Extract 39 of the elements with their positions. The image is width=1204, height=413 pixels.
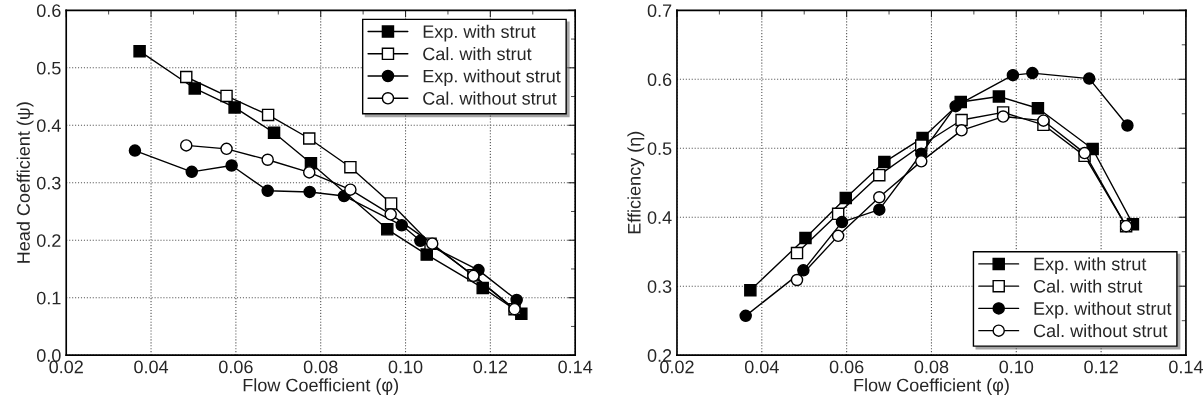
legend-label: Exp. with strut: [423, 24, 536, 42]
x-tick-label: 0.12: [1084, 360, 1118, 374]
x-tick-label: 0.06: [829, 360, 864, 374]
x-tick-label: 0.04: [134, 360, 169, 374]
x-tick-label: 0.12: [473, 360, 508, 374]
x-axis-title: Flow Coefficient (φ): [854, 378, 1009, 396]
legend-label: Cal. without strut: [1033, 323, 1168, 338]
legend-label: Exp. without strut: [1034, 301, 1172, 319]
y-tick-label: 0.4: [647, 211, 672, 224]
legend-label: Exp. without strut: [423, 69, 561, 87]
x-tick-label: 0.04: [744, 360, 779, 374]
legend-label: Cal. with strut: [1033, 279, 1143, 293]
x-tick-label: 0.02: [49, 360, 83, 374]
x-tick-label: 0.08: [303, 360, 338, 374]
y-tick-label: 0.5: [36, 61, 61, 75]
y-axis-title: Efficiency (η): [627, 131, 645, 234]
y-tick-label: 0.6: [36, 4, 61, 18]
y-axis-title: Head Coefficient (ψ): [16, 102, 34, 263]
y-tick-label: 0.1: [36, 291, 61, 305]
legend-label: Cal. with strut: [423, 47, 532, 61]
y-tick-label: 0.2: [36, 234, 61, 247]
y-tick-label: 0.4: [36, 119, 61, 132]
y-tick-label: 0.2: [647, 349, 672, 362]
x-tick-label: 0.14: [558, 360, 593, 374]
x-tick-label: 0.02: [660, 360, 694, 374]
legend-label: Exp. with strut: [1034, 257, 1147, 274]
x-tick-label: 0.10: [999, 360, 1034, 374]
x-tick-label: 0.14: [1169, 360, 1203, 374]
y-tick-label: 0.0: [36, 349, 61, 362]
x-axis-title: Flow Coefficient (φ): [243, 378, 399, 396]
y-tick-label: 0.6: [647, 73, 672, 87]
x-tick-label: 0.06: [219, 360, 253, 374]
x-tick-label: 0.08: [914, 360, 949, 374]
y-tick-label: 0.7: [647, 4, 672, 18]
y-tick-label: 0.3: [36, 176, 61, 190]
y-tick-label: 0.3: [647, 280, 672, 293]
y-tick-label: 0.5: [647, 142, 672, 155]
x-tick-label: 0.10: [388, 360, 423, 374]
legend-label: Cal. without strut: [423, 91, 557, 105]
